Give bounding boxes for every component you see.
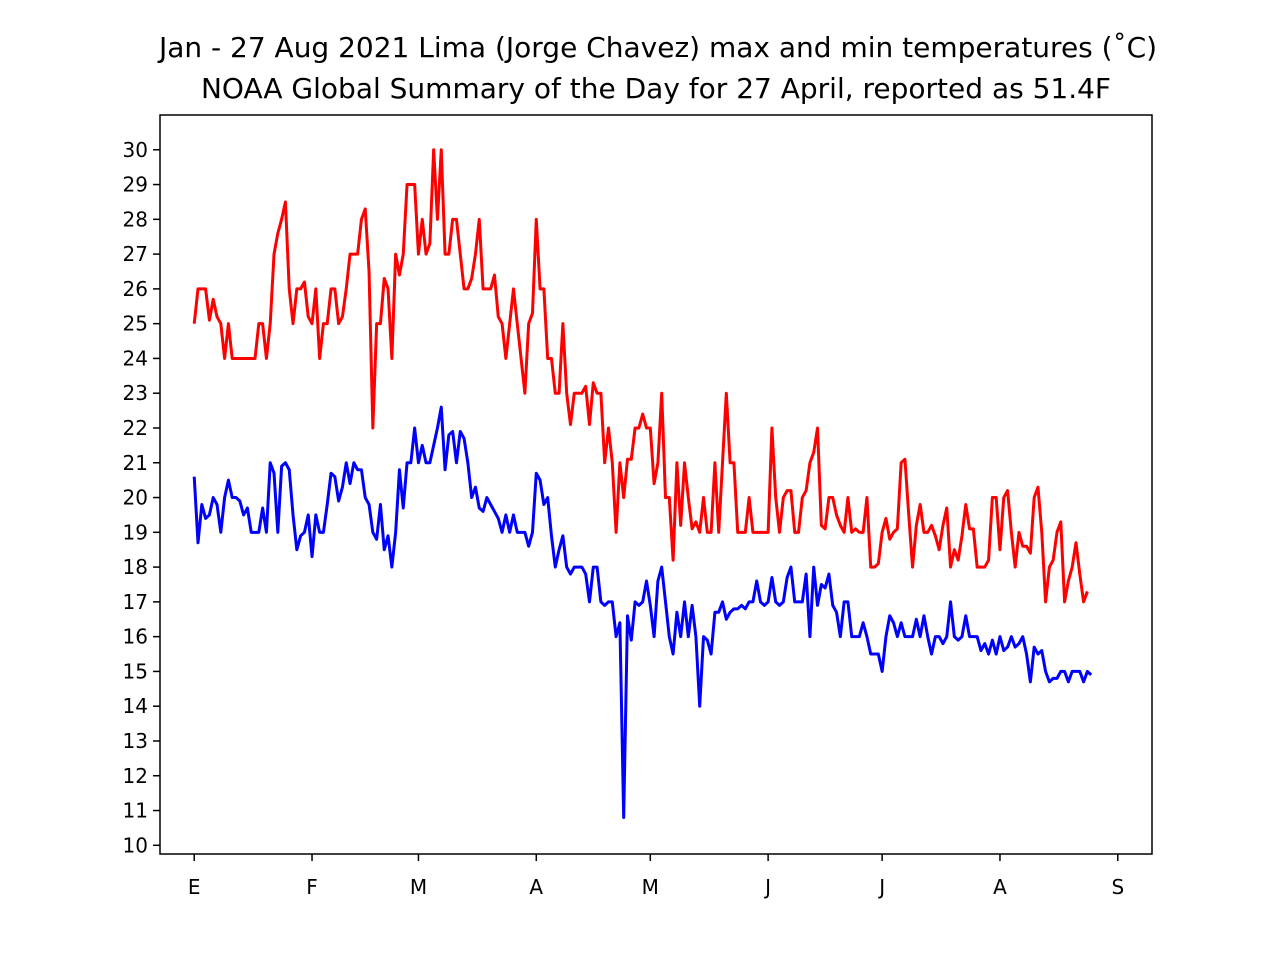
y-tick-label: 18 [123,555,148,579]
x-tick-label: M [410,875,427,899]
y-tick-label: 19 [123,520,148,544]
x-tick-label: J [763,875,771,899]
y-tick-label: 12 [123,764,148,788]
y-tick-label: 24 [123,346,148,370]
plot-frame [159,114,1153,855]
x-tick-label: E [188,875,201,899]
y-tick-label: 22 [123,416,148,440]
plot-area: 10 11 12 13 14 15 16 17 18 19 20 21 22 23 24 25 26 27 28 29… [123,114,1153,899]
y-tick-label: 17 [123,590,148,614]
chart-title: Jan - 27 Aug 2021 Lima (Jorge Chavez) ma… [157,31,1157,64]
y-tick-label: 10 [123,833,148,857]
series-layer [192,148,1093,819]
y-tick-label: 13 [123,729,148,753]
y-axis: 10 11 12 13 14 15 16 17 18 19 20 21 22 23 24 25 26 27 28 29… [123,138,160,857]
min-temperature-line [192,405,1093,819]
y-tick-label: 28 [123,207,148,231]
x-tick-label: S [1111,875,1124,899]
x-tick-label: A [993,875,1007,899]
y-tick-label: 25 [123,312,148,336]
x-tick-label: M [642,875,659,899]
x-tick-label: A [529,875,543,899]
y-tick-label: 14 [123,694,148,718]
y-tick-label: 11 [123,799,148,823]
y-tick-label: 23 [123,381,148,405]
y-tick-label: 16 [123,625,148,649]
x-tick-label: J [877,875,885,899]
y-tick-label: 21 [123,451,148,475]
y-tick-label: 15 [123,659,148,683]
max-temperature-line [192,148,1089,604]
y-tick-label: 29 [123,173,148,197]
chart-subtitle: NOAA Global Summary of the Day for 27 Ap… [201,72,1111,105]
y-tick-label: 27 [123,242,148,266]
y-tick-label: 20 [123,486,148,510]
y-tick-label: 30 [123,138,148,162]
x-tick-label: F [306,875,318,899]
y-tick-label: 26 [123,277,148,301]
